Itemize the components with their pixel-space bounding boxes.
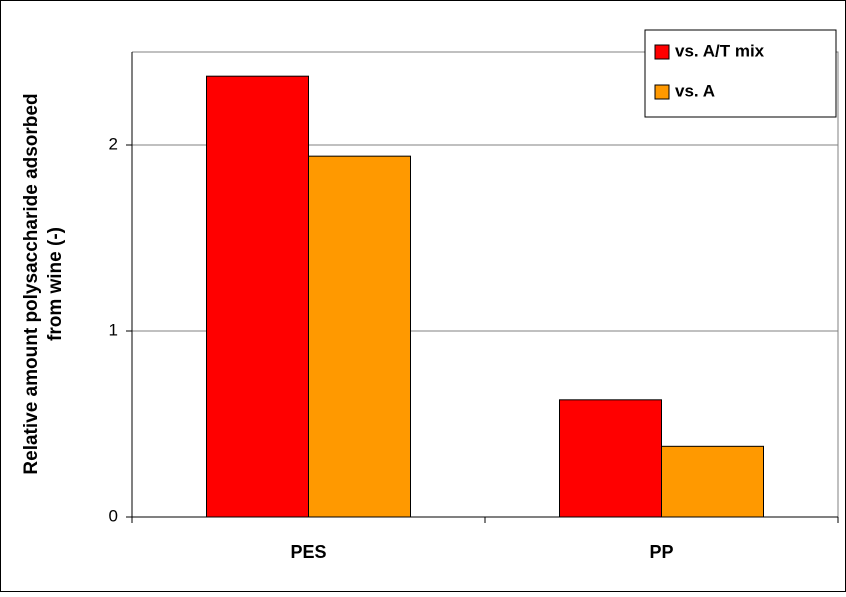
y-tick-label: 1: [109, 320, 118, 339]
y-axis-title-line: from wine (-): [45, 227, 66, 341]
y-axis-title: Relative amount polysaccharide adsorbed f…: [21, 93, 66, 474]
legend-swatch: [654, 44, 670, 60]
plot-frame: [132, 51, 839, 517]
x-tick-label: PP: [649, 542, 673, 562]
legend-label: vs. A/T mix: [675, 41, 765, 60]
legend-swatch: [654, 84, 670, 100]
y-tick-label: 2: [109, 134, 118, 153]
bar: [206, 75, 309, 518]
x-tick-label: PES: [290, 542, 326, 562]
legend-label: vs. A: [675, 81, 715, 100]
bar: [559, 399, 662, 518]
legend-box: [644, 29, 837, 118]
y-axis-title-line: Relative amount polysaccharide adsorbed: [21, 93, 42, 474]
legend: vs. A/T mix vs. A: [644, 29, 837, 118]
bar: [661, 445, 764, 518]
bar: [308, 155, 411, 518]
y-tick-label: 0: [109, 506, 118, 525]
